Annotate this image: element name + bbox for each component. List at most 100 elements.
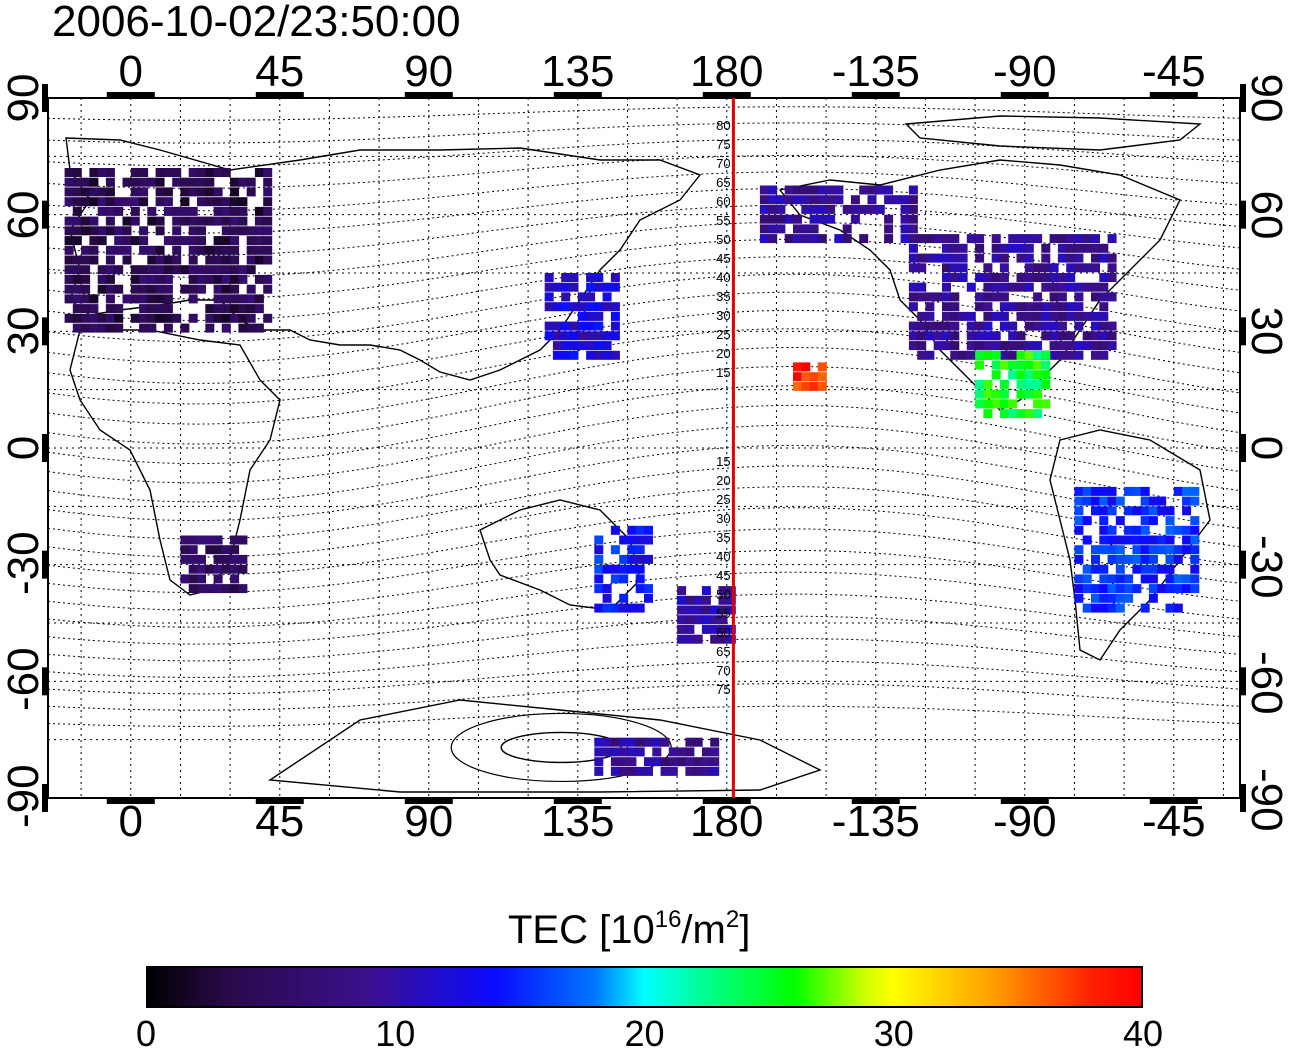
tec-cell: [1074, 486, 1084, 496]
tec-cell: [213, 304, 223, 314]
tec-cell: [105, 313, 115, 323]
tec-cell: [793, 195, 802, 205]
tec-cell: [155, 226, 165, 236]
tec-cell: [1124, 554, 1134, 564]
tec-cell: [999, 360, 1009, 370]
frame-tick: [404, 92, 453, 98]
frame-tick: [851, 92, 900, 98]
tec-cell: [1074, 574, 1084, 584]
tec-cell: [834, 234, 844, 244]
tec-cell: [139, 177, 149, 187]
tec-cell: [114, 197, 124, 207]
tec-cell: [1091, 341, 1100, 351]
tec-cell: [1091, 564, 1100, 574]
tec-cell: [693, 615, 703, 625]
tec-cell: [263, 177, 273, 187]
tec-cell: [64, 245, 74, 255]
dateline-label: 60: [716, 194, 730, 209]
tec-cell: [718, 605, 728, 615]
tec-cell: [180, 545, 190, 555]
tec-cell: [668, 766, 678, 776]
tec-cell: [213, 535, 223, 545]
tec-cell: [1107, 496, 1117, 506]
tec-cell: [114, 313, 124, 323]
tec-cell: [180, 284, 190, 294]
tec-cell: [619, 737, 629, 747]
frame-tick: [42, 550, 48, 579]
tec-cell: [594, 273, 604, 282]
tec-cell: [1033, 292, 1043, 302]
tec-cell: [81, 294, 91, 304]
tec-cell: [594, 766, 604, 776]
tec-cell: [602, 350, 612, 360]
tec-cell: [1099, 243, 1109, 253]
tec-cell: [1140, 535, 1150, 545]
tec-cell: [1033, 370, 1043, 380]
tec-cell: [221, 294, 231, 304]
tec-cell: [1066, 282, 1076, 292]
tec-cell: [817, 195, 827, 205]
tec-cell: [942, 253, 951, 263]
tec-cell: [1148, 593, 1158, 603]
tec-cell: [966, 350, 976, 360]
tec-cell: [1082, 574, 1092, 584]
tec-cell: [975, 379, 985, 389]
tec-cell: [197, 168, 206, 177]
tec-cell: [561, 331, 571, 341]
tec-cell: [1190, 496, 1200, 506]
tec-cell: [958, 311, 968, 321]
tec-cell: [677, 595, 687, 605]
tec-cell: [1008, 302, 1018, 312]
tec-cell: [1107, 273, 1117, 282]
tec-cell: [197, 554, 206, 564]
tec-cell: [983, 273, 993, 282]
bottom-lon-tick: 0: [118, 797, 144, 846]
tec-cell: [569, 341, 579, 351]
tec-cell: [139, 294, 149, 304]
tec-cell: [1024, 379, 1034, 389]
tec-cell: [1033, 379, 1043, 389]
tec-cell: [1074, 584, 1084, 594]
tec-cell: [884, 214, 894, 224]
tec-cell: [610, 321, 620, 331]
tec-cell: [1148, 535, 1158, 545]
tec-cell: [1074, 496, 1084, 506]
tec-cell: [991, 331, 1001, 341]
tec-cell: [1024, 370, 1034, 380]
tec-cell: [544, 282, 554, 292]
tec-cell: [263, 255, 273, 265]
tec-cell: [701, 757, 711, 767]
tec-cell: [958, 243, 968, 253]
tec-cell: [999, 282, 1009, 292]
tec-cell: [975, 341, 985, 351]
tec-cell: [1140, 506, 1150, 516]
tec-cell: [1099, 545, 1109, 555]
tec-cell: [139, 168, 149, 177]
tec-cell: [718, 634, 728, 644]
tec-cell: [1008, 409, 1018, 419]
tec-cell: [221, 584, 231, 594]
tec-cell: [652, 757, 662, 767]
tec-cell: [991, 370, 1001, 380]
tec-cell: [205, 245, 215, 255]
tec-cell: [594, 545, 604, 555]
dateline-label: 75: [716, 682, 730, 697]
bottom-lon-tick: 90: [404, 797, 454, 846]
tec-cell: [1091, 593, 1100, 603]
tec-cell: [726, 624, 736, 634]
contour-line: [47, 171, 1241, 212]
tec-cell: [1190, 486, 1200, 496]
tec-cell: [809, 372, 819, 382]
tec-cell: [652, 747, 662, 757]
tec-cell: [975, 273, 985, 282]
tec-cell: [817, 185, 827, 195]
tec-cell: [1024, 243, 1034, 253]
tec-cell: [1132, 554, 1142, 564]
tec-cell: [677, 747, 687, 757]
tec-cell: [966, 331, 976, 341]
frame-tick: [42, 317, 48, 346]
tec-cell: [602, 593, 612, 603]
tec-cell: [238, 216, 248, 226]
tec-cell: [768, 185, 778, 195]
tec-cell: [238, 564, 248, 574]
